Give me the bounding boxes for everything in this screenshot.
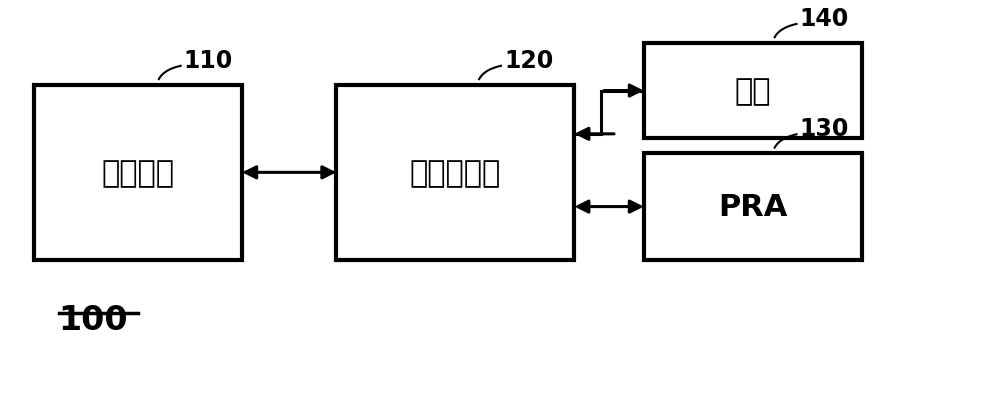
- Text: 通信单元: 通信单元: [102, 158, 175, 187]
- Text: PRA: PRA: [718, 192, 788, 221]
- Text: 130: 130: [799, 117, 849, 141]
- Text: 电池: 电池: [735, 77, 771, 106]
- Text: 140: 140: [799, 7, 849, 30]
- Text: 110: 110: [184, 49, 233, 72]
- Bar: [34, 85, 242, 260]
- Text: 120: 120: [504, 49, 553, 72]
- Bar: [644, 154, 862, 260]
- Text: 电池控制器: 电池控制器: [410, 158, 501, 187]
- Bar: [336, 85, 574, 260]
- Bar: [644, 44, 862, 139]
- Text: 100: 100: [59, 303, 128, 336]
